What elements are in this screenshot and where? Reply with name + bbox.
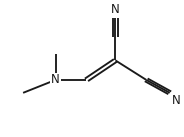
- Text: N: N: [111, 3, 120, 16]
- Text: N: N: [171, 94, 180, 107]
- Text: N: N: [51, 73, 60, 86]
